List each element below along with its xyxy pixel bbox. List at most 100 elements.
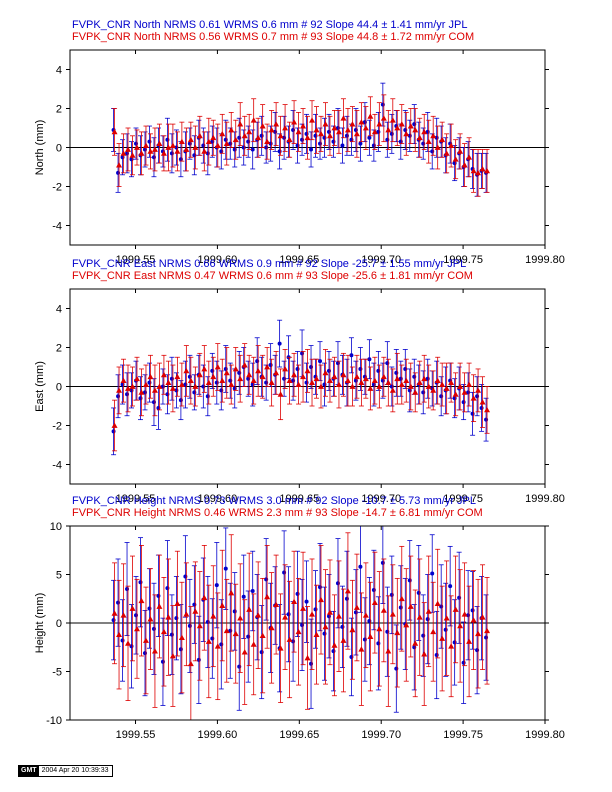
data-point bbox=[246, 113, 253, 150]
point-marker-triangle bbox=[277, 645, 284, 651]
point-marker-circle bbox=[389, 131, 394, 136]
data-point bbox=[268, 572, 275, 684]
point-marker-circle bbox=[367, 357, 372, 362]
point-marker-triangle bbox=[156, 383, 163, 389]
x-tick-label: 1999.65 bbox=[279, 254, 319, 266]
point-marker-triangle bbox=[358, 379, 365, 385]
point-marker-triangle bbox=[407, 383, 414, 389]
point-marker-triangle bbox=[313, 631, 320, 638]
data-point bbox=[210, 356, 217, 397]
x-tick-label: 1999.60 bbox=[198, 254, 238, 266]
data-point bbox=[425, 574, 431, 665]
data-point bbox=[111, 108, 117, 152]
point-marker-triangle bbox=[273, 601, 280, 607]
point-marker-circle bbox=[430, 571, 435, 576]
point-marker-circle bbox=[461, 400, 466, 405]
data-point bbox=[291, 100, 298, 145]
data-point bbox=[384, 121, 390, 158]
point-marker-triangle bbox=[407, 123, 414, 129]
point-marker-circle bbox=[412, 122, 417, 127]
data-point bbox=[313, 113, 319, 158]
point-marker-triangle bbox=[300, 605, 307, 611]
data-point bbox=[282, 349, 289, 389]
data-point bbox=[137, 376, 143, 421]
data-point bbox=[241, 599, 248, 705]
data-point bbox=[394, 352, 401, 405]
data-point bbox=[201, 131, 208, 172]
point-marker-circle bbox=[147, 380, 152, 385]
point-marker-triangle bbox=[246, 606, 253, 612]
data-point bbox=[484, 149, 491, 193]
y-tick-label: 5 bbox=[56, 570, 62, 582]
point-marker-triangle bbox=[461, 611, 468, 617]
data-point bbox=[448, 595, 455, 698]
point-marker-triangle bbox=[237, 375, 244, 382]
point-marker-triangle bbox=[111, 422, 118, 428]
point-marker-triangle bbox=[439, 381, 446, 387]
data-point bbox=[142, 125, 149, 166]
point-marker-circle bbox=[300, 137, 305, 142]
data-point bbox=[268, 343, 274, 387]
point-marker-circle bbox=[394, 370, 399, 375]
point-marker-triangle bbox=[147, 373, 154, 380]
data-point bbox=[385, 110, 392, 150]
point-marker-circle bbox=[340, 624, 345, 629]
data-layer bbox=[111, 319, 491, 456]
data-point bbox=[232, 583, 239, 684]
data-point bbox=[457, 133, 464, 170]
data-point bbox=[421, 113, 428, 150]
data-point bbox=[470, 149, 476, 189]
point-marker-triangle bbox=[116, 631, 123, 638]
point-marker-circle bbox=[376, 641, 381, 646]
data-point bbox=[138, 131, 145, 176]
data-point bbox=[219, 549, 226, 662]
data-point bbox=[169, 123, 176, 168]
data-point bbox=[277, 319, 283, 368]
data-point bbox=[250, 550, 256, 632]
data-point bbox=[335, 110, 342, 154]
data-point bbox=[129, 555, 136, 662]
point-marker-circle bbox=[156, 593, 161, 598]
point-marker-triangle bbox=[120, 612, 127, 618]
data-point bbox=[470, 149, 477, 193]
data-point bbox=[322, 569, 329, 685]
point-marker-circle bbox=[367, 135, 372, 140]
point-marker-triangle bbox=[421, 375, 428, 382]
point-marker-triangle bbox=[376, 121, 383, 127]
data-point bbox=[282, 104, 289, 152]
data-point bbox=[326, 113, 332, 150]
point-marker-triangle bbox=[219, 130, 226, 137]
point-marker-circle bbox=[241, 594, 246, 599]
point-marker-triangle bbox=[322, 369, 329, 376]
point-marker-triangle bbox=[250, 377, 257, 384]
data-point bbox=[277, 368, 284, 421]
y-tick-label: -2 bbox=[52, 421, 62, 433]
data-point bbox=[182, 360, 188, 409]
point-marker-triangle bbox=[223, 627, 230, 634]
data-point bbox=[291, 550, 298, 653]
point-marker-triangle bbox=[228, 589, 235, 596]
point-marker-triangle bbox=[273, 369, 280, 376]
data-point bbox=[191, 135, 197, 176]
point-marker-triangle bbox=[133, 375, 140, 382]
point-marker-circle bbox=[295, 366, 300, 371]
point-marker-circle bbox=[380, 378, 385, 383]
point-marker-triangle bbox=[210, 613, 217, 619]
data-point bbox=[416, 360, 423, 405]
point-marker-triangle bbox=[340, 637, 347, 643]
point-marker-triangle bbox=[120, 377, 127, 384]
point-marker-circle bbox=[214, 380, 219, 385]
data-point bbox=[200, 127, 206, 164]
data-point bbox=[353, 354, 360, 399]
data-point bbox=[151, 127, 158, 172]
point-marker-triangle bbox=[151, 146, 158, 152]
data-point bbox=[138, 368, 145, 417]
data-point bbox=[111, 579, 117, 661]
data-point bbox=[246, 552, 253, 667]
point-marker-triangle bbox=[479, 614, 486, 620]
point-marker-triangle bbox=[389, 117, 396, 123]
data-point bbox=[313, 358, 319, 395]
y-tick-label: 10 bbox=[50, 521, 62, 533]
y-tick-label: 0 bbox=[56, 618, 62, 630]
data-point bbox=[120, 563, 127, 668]
